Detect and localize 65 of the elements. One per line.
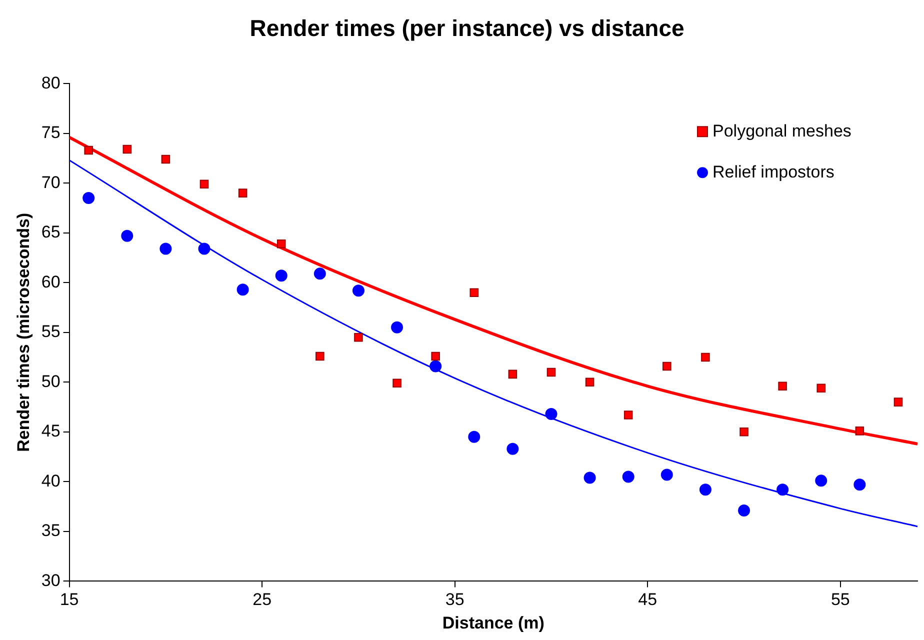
point	[352, 284, 364, 297]
point	[815, 474, 828, 487]
y-axis-title: Render times (microseconds)	[14, 212, 33, 452]
point	[391, 321, 404, 334]
point	[431, 352, 440, 361]
point	[276, 239, 286, 248]
point	[470, 288, 479, 297]
point	[778, 382, 787, 391]
point	[662, 362, 672, 371]
point	[160, 242, 172, 255]
point	[275, 270, 288, 282]
point	[546, 368, 556, 377]
x-tick-label: 45	[638, 590, 658, 610]
point	[161, 154, 170, 164]
point	[584, 472, 596, 484]
point	[816, 384, 826, 393]
point	[624, 410, 633, 420]
y-tick-label: 30	[41, 570, 60, 590]
point	[738, 504, 750, 517]
point	[468, 430, 480, 443]
y-tick-label: 40	[41, 471, 60, 490]
point	[200, 180, 209, 189]
x-tick-label: 15	[60, 590, 79, 610]
chart-title: Render times (per instance) vs distance	[250, 15, 684, 42]
y-tick-label: 45	[41, 422, 60, 441]
point	[314, 268, 326, 280]
y-tick-label: 60	[41, 272, 60, 292]
y-tick-label: 55	[41, 322, 60, 342]
y-tick-label: 70	[41, 172, 60, 192]
y-tick-label: 35	[41, 521, 60, 540]
point	[392, 378, 402, 388]
point	[236, 284, 249, 296]
legend-label: Relief impostors	[712, 162, 834, 182]
point	[122, 144, 132, 154]
legend-label: Polygonal meshes	[712, 121, 852, 140]
line-series	[69, 159, 918, 528]
y-tick-label: 50	[41, 372, 60, 391]
point	[198, 242, 210, 255]
point	[740, 428, 748, 436]
point	[622, 470, 634, 483]
point	[776, 484, 789, 496]
point	[894, 398, 903, 406]
point	[699, 484, 712, 496]
y-tick-label: 65	[41, 222, 60, 242]
point	[660, 468, 673, 481]
x-tick-label: 25	[252, 590, 272, 610]
x-tick-label: 55	[830, 590, 850, 610]
point	[84, 146, 93, 155]
point	[354, 332, 363, 342]
x-tick-label: 35	[445, 590, 464, 610]
point	[701, 352, 710, 362]
point	[82, 192, 95, 204]
point	[545, 408, 558, 420]
point	[506, 442, 519, 455]
point	[855, 426, 864, 436]
x-axis-title: Distance (m)	[442, 613, 544, 632]
point	[316, 352, 324, 361]
point	[508, 370, 518, 379]
point	[854, 478, 866, 491]
point	[585, 378, 594, 387]
point	[238, 188, 248, 198]
y-tick-label: 75	[41, 123, 60, 142]
point	[430, 360, 442, 372]
point	[121, 230, 134, 242]
y-tick-label: 80	[41, 73, 60, 92]
